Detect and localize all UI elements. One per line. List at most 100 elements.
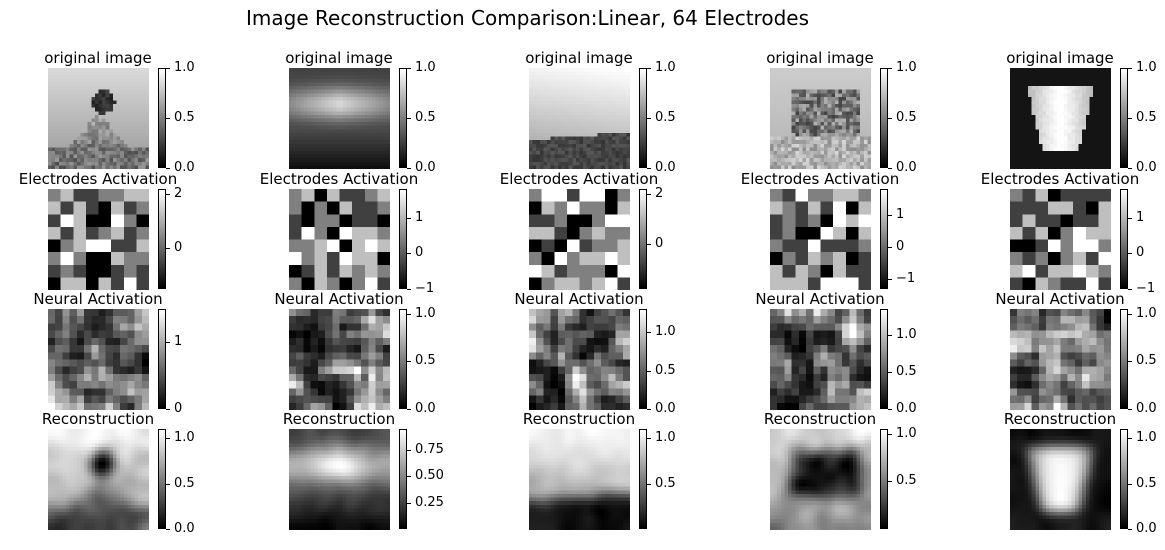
panel-reconstruction-1: Reconstruction 0.0 0.5 1.0 [42, 411, 248, 536]
colorbar-tick-label: 1.0 [655, 324, 676, 340]
heatmap-image [48, 309, 149, 410]
heatmap-image [1010, 309, 1111, 410]
colorbar-tick-label: 0 [174, 401, 183, 416]
colorbar-tick-label: 0.5 [174, 475, 195, 491]
panel-neural-3: Neural Activation 0.0 0.5 1.0 [514, 291, 729, 416]
colorbar-tick-label: 1.0 [174, 60, 195, 75]
panel-electrodes-4: Electrodes Activation −1 0 1 [741, 171, 970, 290]
colorbar [1120, 68, 1128, 168]
colorbar-tick-label: 0.0 [896, 160, 917, 175]
colorbar-tick-label: 0.5 [1136, 353, 1157, 369]
panel-original-5: original image 0.0 0.5 1.0 [1006, 50, 1165, 175]
panel-reconstruction-3: Reconstruction 0.5 1.0 [523, 411, 729, 530]
heatmap-image [1010, 429, 1111, 530]
panel-title: Electrodes Activation [499, 170, 659, 188]
colorbar-tick-label: 1.0 [655, 430, 676, 446]
panel-original-3: original image 0.0 0.5 1.0 [525, 50, 729, 175]
colorbar [880, 309, 888, 409]
heatmap-image [289, 68, 390, 169]
panel-title: Reconstruction [41, 410, 155, 428]
panel-title: original image [766, 49, 874, 67]
colorbar-tick-label: 0.0 [415, 401, 436, 416]
panel-neural-4: Neural Activation 0.0 0.5 1.0 [755, 291, 970, 416]
panel-title: Electrodes Activation [740, 170, 900, 188]
colorbar-tick-label: 0.5 [655, 110, 676, 125]
colorbar-tick-label: 2 [655, 186, 664, 201]
heatmap-image [529, 189, 630, 290]
heatmap-image [1010, 68, 1111, 169]
heatmap-image [289, 309, 390, 410]
colorbar-tick-label: 0.0 [655, 160, 676, 175]
panel-title: Neural Activation [755, 290, 885, 308]
panel-title: Reconstruction [282, 410, 396, 428]
colorbar-tick-label: 0.75 [415, 442, 444, 458]
colorbar [880, 189, 888, 289]
heatmap-image [770, 68, 871, 169]
colorbar [639, 68, 647, 168]
panel-neural-2: Neural Activation 0.0 0.5 1.0 [274, 291, 489, 416]
panel-title: Electrodes Activation [980, 170, 1140, 188]
colorbar-tick-label: 0.0 [174, 521, 195, 536]
colorbar-tick-label: 1 [1136, 209, 1145, 225]
panel-reconstruction-4: Reconstruction 0.5 1.0 [764, 411, 970, 530]
colorbar-tick-label: 0 [415, 245, 424, 261]
colorbar-tick-label: 0.5 [896, 473, 917, 489]
colorbar-tick-label: 1.0 [415, 305, 436, 321]
colorbar-tick-label: −1 [896, 271, 916, 287]
colorbar [1120, 189, 1128, 289]
panel-title: Reconstruction [522, 410, 636, 428]
colorbar-tick-label: 1.0 [174, 430, 195, 446]
colorbar-tick-label: 0.50 [415, 468, 444, 484]
colorbar-tick-label: 1 [896, 206, 905, 222]
colorbar-tick-label: 1.0 [415, 60, 436, 75]
colorbar-tick-label: 0.0 [1136, 521, 1157, 536]
colorbar-tick-label: 0.0 [415, 160, 436, 175]
colorbar-tick-label: 0.5 [415, 110, 436, 125]
colorbar-tick-label: 0 [655, 236, 664, 251]
colorbar-tick-label: 1 [174, 334, 183, 350]
colorbar-tick-label: 1.0 [1136, 60, 1157, 75]
colorbar-tick-label: 2 [174, 186, 183, 202]
panel-title: Reconstruction [763, 410, 877, 428]
colorbar-tick-label: 1.0 [896, 425, 917, 441]
panel-title: Reconstruction [1003, 410, 1117, 428]
panel-title: Electrodes Activation [18, 170, 178, 188]
heatmap-image [529, 309, 630, 410]
panel-neural-1: Neural Activation 0 1 [33, 291, 248, 416]
colorbar [158, 189, 166, 289]
colorbar-tick-label: 1.0 [1136, 430, 1157, 446]
colorbar-tick-label: 0.5 [1136, 110, 1157, 125]
panel-title: original image [525, 49, 633, 67]
colorbar-tick-label: 0 [174, 240, 183, 256]
panel-title: Neural Activation [995, 290, 1125, 308]
colorbar [399, 189, 407, 289]
panel-reconstruction-2: Reconstruction 0.25 0.50 0.75 [283, 411, 489, 530]
colorbar-tick-label: 0 [896, 239, 905, 255]
colorbar [1120, 309, 1128, 409]
colorbar-tick-label: 1.0 [1136, 305, 1157, 321]
colorbar [1120, 429, 1128, 529]
colorbar-tick-label: 0.5 [174, 110, 195, 125]
heatmap-image [770, 429, 871, 530]
colorbar [639, 429, 647, 529]
heatmap-image [289, 429, 390, 530]
colorbar-tick-label: 0.0 [655, 401, 676, 416]
colorbar-tick-label: 0.0 [1136, 401, 1157, 416]
colorbar-tick-label: 0.5 [896, 363, 917, 379]
colorbar [158, 309, 166, 409]
panel-title: Neural Activation [514, 290, 644, 308]
panel-neural-5: Neural Activation 0.0 0.5 1.0 [995, 291, 1165, 416]
colorbar [399, 309, 407, 409]
panel-electrodes-3: Electrodes Activation 0 2 [500, 171, 729, 290]
heatmap-image [529, 68, 630, 169]
heatmap-image [48, 429, 149, 530]
colorbar [639, 309, 647, 409]
panel-original-4: original image 0.0 0.5 1.0 [766, 50, 970, 175]
colorbar-tick-label: 0.5 [415, 353, 436, 369]
panel-title: original image [285, 49, 393, 67]
colorbar-tick-label: 0.0 [174, 160, 195, 175]
panel-original-2: original image 0.0 0.5 1.0 [285, 50, 489, 175]
colorbar [880, 68, 888, 168]
panel-original-1: original image 0.0 0.5 1.0 [44, 50, 248, 175]
heatmap-image [1010, 189, 1111, 290]
